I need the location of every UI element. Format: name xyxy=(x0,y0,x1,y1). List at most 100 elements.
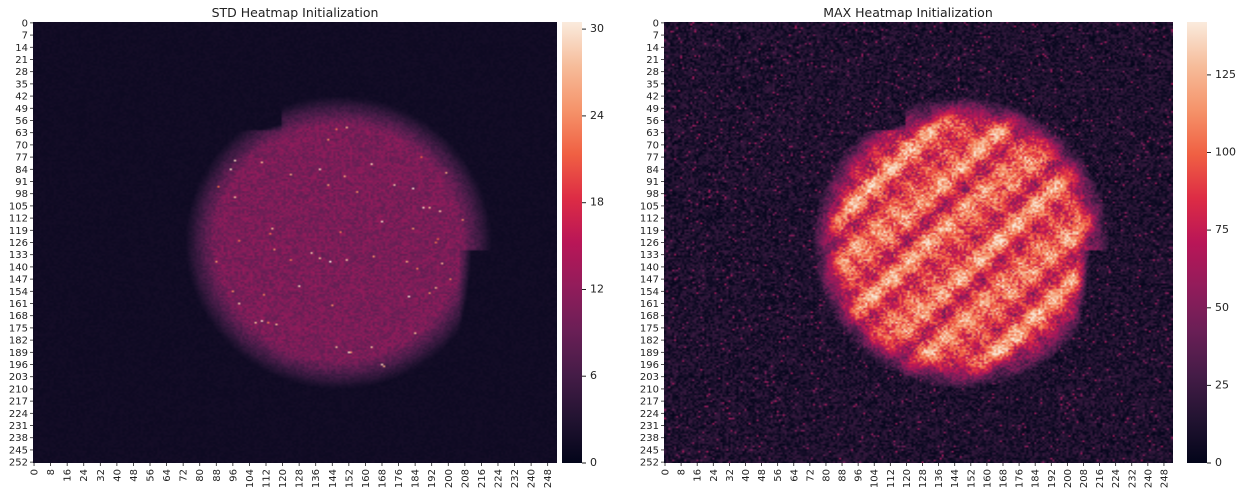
x-tick-label: 48 xyxy=(129,469,140,482)
y-tick-label: 56 xyxy=(646,116,659,127)
x-tick-label: 40 xyxy=(112,469,123,482)
x-tick-label: 24 xyxy=(709,469,720,482)
x-tick-label: 8 xyxy=(46,469,57,475)
y-tick-label: 154 xyxy=(640,287,659,298)
y-tick-label: 189 xyxy=(640,348,659,359)
x-tick-label: 168 xyxy=(377,469,388,488)
y-tick-label: 28 xyxy=(15,67,28,78)
y-tick-label: 42 xyxy=(15,92,28,103)
max-colorbar xyxy=(1187,22,1207,463)
x-tick-label: 112 xyxy=(262,469,273,488)
x-tick-label: 152 xyxy=(966,469,977,488)
x-tick-label: 184 xyxy=(411,469,422,488)
std-heatmap-title: STD Heatmap Initialization xyxy=(212,5,379,20)
y-tick-label: 126 xyxy=(9,238,28,249)
y-tick-label: 84 xyxy=(646,165,659,176)
x-tick-label: 136 xyxy=(311,469,322,488)
max-colorbar-tick-label: 0 xyxy=(1215,456,1222,469)
x-tick-label: 0 xyxy=(661,469,672,475)
x-tick-label: 72 xyxy=(805,469,816,482)
y-tick-label: 203 xyxy=(640,372,659,383)
x-tick-label: 16 xyxy=(63,469,74,482)
y-tick-label: 245 xyxy=(9,445,28,456)
x-tick-label: 240 xyxy=(1143,469,1154,488)
y-tick-label: 210 xyxy=(640,384,659,395)
x-tick-label: 208 xyxy=(460,469,471,488)
x-tick-label: 144 xyxy=(328,469,339,488)
x-tick-label: 248 xyxy=(1159,469,1170,488)
x-tick-label: 144 xyxy=(950,469,961,488)
std-colorbar-tick-label: 12 xyxy=(590,283,604,296)
x-tick-label: 152 xyxy=(344,469,355,488)
x-tick-label: 80 xyxy=(821,469,832,482)
y-tick-label: 231 xyxy=(9,421,28,432)
y-tick-label: 84 xyxy=(15,165,28,176)
max-colorbar-tick-label: 50 xyxy=(1215,301,1229,314)
max-colorbar-ticks: 0 25 50 75 100 125 xyxy=(1207,68,1236,469)
x-tick-label: 120 xyxy=(902,469,913,488)
x-tick-label: 56 xyxy=(146,469,157,482)
y-tick-label: 238 xyxy=(9,433,28,444)
std-colorbar-tick-label: 6 xyxy=(590,369,597,382)
max-colorbar-tick-label: 100 xyxy=(1215,146,1236,159)
x-tick-label: 160 xyxy=(982,469,993,488)
x-tick-label: 32 xyxy=(725,469,736,482)
y-tick-label: 196 xyxy=(640,360,659,371)
y-tick-label: 105 xyxy=(9,201,28,212)
y-tick-label: 175 xyxy=(640,323,659,334)
x-tick-label: 104 xyxy=(245,469,256,488)
y-tick-label: 147 xyxy=(9,275,28,286)
y-tick-label: 14 xyxy=(15,43,28,54)
std-colorbar xyxy=(562,22,582,463)
x-tick-label: 184 xyxy=(1031,469,1042,488)
x-tick-label: 96 xyxy=(854,469,865,482)
y-tick-label: 35 xyxy=(15,79,28,90)
y-tick-label: 91 xyxy=(646,177,659,188)
std-colorbar-tick-label: 30 xyxy=(590,22,604,35)
y-tick-label: 245 xyxy=(640,445,659,456)
y-tick-label: 70 xyxy=(646,140,659,151)
y-tick-label: 252 xyxy=(9,458,28,469)
x-tick-label: 168 xyxy=(998,469,1009,488)
max-heatmap-title: MAX Heatmap Initialization xyxy=(823,5,993,20)
y-tick-label: 28 xyxy=(646,67,659,78)
x-tick-label: 96 xyxy=(228,469,239,482)
y-tick-label: 42 xyxy=(646,92,659,103)
x-tick-label: 216 xyxy=(477,469,488,488)
x-tick-label: 176 xyxy=(1015,469,1026,488)
y-tick-label: 21 xyxy=(15,55,28,66)
y-tick-label: 21 xyxy=(646,55,659,66)
x-tick-label: 200 xyxy=(1063,469,1074,488)
y-tick-label: 182 xyxy=(640,336,659,347)
y-tick-label: 7 xyxy=(22,31,28,42)
x-tick-label: 120 xyxy=(278,469,289,488)
y-tick-label: 217 xyxy=(640,397,659,408)
x-tick-label: 136 xyxy=(934,469,945,488)
std-heatmap-image xyxy=(33,22,557,463)
x-tick-label: 80 xyxy=(195,469,206,482)
y-tick-label: 70 xyxy=(15,140,28,151)
x-tick-label: 40 xyxy=(741,469,752,482)
max-colorbar-tick-label: 25 xyxy=(1215,378,1229,391)
y-tick-label: 168 xyxy=(640,311,659,322)
x-tick-label: 240 xyxy=(527,469,538,488)
y-tick-label: 105 xyxy=(640,201,659,212)
y-tick-label: 119 xyxy=(640,226,659,237)
y-tick-label: 119 xyxy=(9,226,28,237)
std-heatmap-x-ticks: 0 8 16 24 32 40 48 56 64 72 80 88 96 104 112 120 128 136 1… xyxy=(30,463,554,488)
x-tick-label: 216 xyxy=(1095,469,1106,488)
x-tick-label: 24 xyxy=(79,469,90,482)
y-tick-label: 154 xyxy=(9,287,28,298)
y-tick-label: 77 xyxy=(646,153,659,164)
y-tick-label: 161 xyxy=(9,299,28,310)
x-tick-label: 88 xyxy=(212,469,223,482)
y-tick-label: 0 xyxy=(22,18,28,29)
y-tick-label: 224 xyxy=(9,409,28,420)
y-tick-label: 182 xyxy=(9,336,28,347)
y-tick-label: 161 xyxy=(640,299,659,310)
y-tick-label: 35 xyxy=(646,79,659,90)
